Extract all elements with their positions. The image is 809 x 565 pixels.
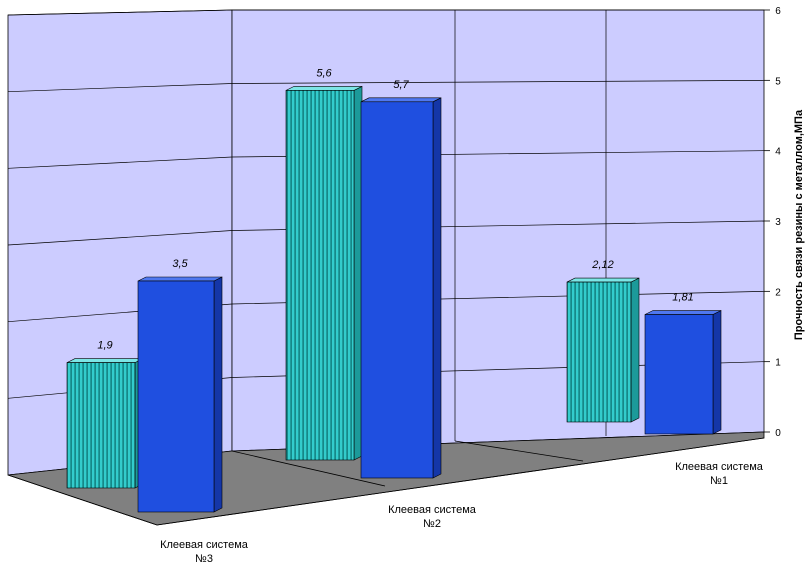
category-label: Клеевая система <box>675 461 764 473</box>
floor-divider-2 <box>454 440 584 462</box>
y-axis-ticks: 0 1 2 3 4 5 6 <box>764 6 781 439</box>
bar: 5,7 <box>360 79 442 479</box>
gridline-left <box>7 83 233 93</box>
gridline-left <box>7 9 233 16</box>
gridline-left <box>7 230 233 246</box>
data-label: 3,5 <box>172 258 188 270</box>
data-label: 5,7 <box>393 79 409 91</box>
bar-front <box>360 101 434 479</box>
bar-top <box>566 277 640 283</box>
floor-divider-1 <box>231 450 386 487</box>
bar-side <box>630 277 640 423</box>
y-tick-label: 6 <box>775 6 781 17</box>
gridline-back <box>231 79 765 84</box>
category-label: №2 <box>423 518 441 530</box>
bar: 5,6 <box>285 67 363 461</box>
bar-front <box>66 362 136 489</box>
bar-front <box>137 280 215 513</box>
data-label: 5,6 <box>316 67 332 79</box>
data-label: 1,81 <box>672 292 693 304</box>
y-tick-label: 4 <box>775 147 781 158</box>
bar-top <box>360 97 442 103</box>
bar: 1,81 <box>644 292 722 435</box>
bar-top <box>137 276 223 282</box>
bar-top <box>644 310 722 315</box>
data-label: 2,12 <box>591 259 613 271</box>
bar-side <box>213 276 223 513</box>
gridline-left <box>7 156 233 169</box>
category-labels: Клеевая система №3 Клеевая система №2 Клеева… <box>160 461 764 565</box>
bar-front <box>566 281 632 423</box>
y-tick-label: 1 <box>775 358 781 369</box>
data-label: 1,9 <box>97 340 112 352</box>
bar-front <box>644 314 714 435</box>
category-label: №1 <box>710 475 728 487</box>
floor-front-edge-right <box>156 437 765 526</box>
y-axis-label: Прочность связи резины с металлом,МПа <box>793 109 805 340</box>
bar-top <box>66 358 144 363</box>
bar: 1,9 <box>66 340 144 489</box>
y-tick-label: 5 <box>775 76 781 87</box>
bar: 3,5 <box>137 258 223 513</box>
bar-side <box>432 97 442 479</box>
bar-side <box>712 310 722 435</box>
bar-front <box>285 90 355 461</box>
category-label: №3 <box>195 553 213 565</box>
y-tick-label: 2 <box>775 287 781 298</box>
bar-top <box>285 86 363 91</box>
category-label: Клеевая система <box>388 504 477 516</box>
bars: 1,9 5,6 2,12 3,5 5,7 1,81 <box>66 67 722 513</box>
floor-front-edge <box>7 474 158 526</box>
category-label: Клеевая система <box>160 539 249 551</box>
y-tick-label: 0 <box>775 428 781 439</box>
y-tick-label: 3 <box>775 217 781 228</box>
bar: 2,12 <box>566 259 640 423</box>
